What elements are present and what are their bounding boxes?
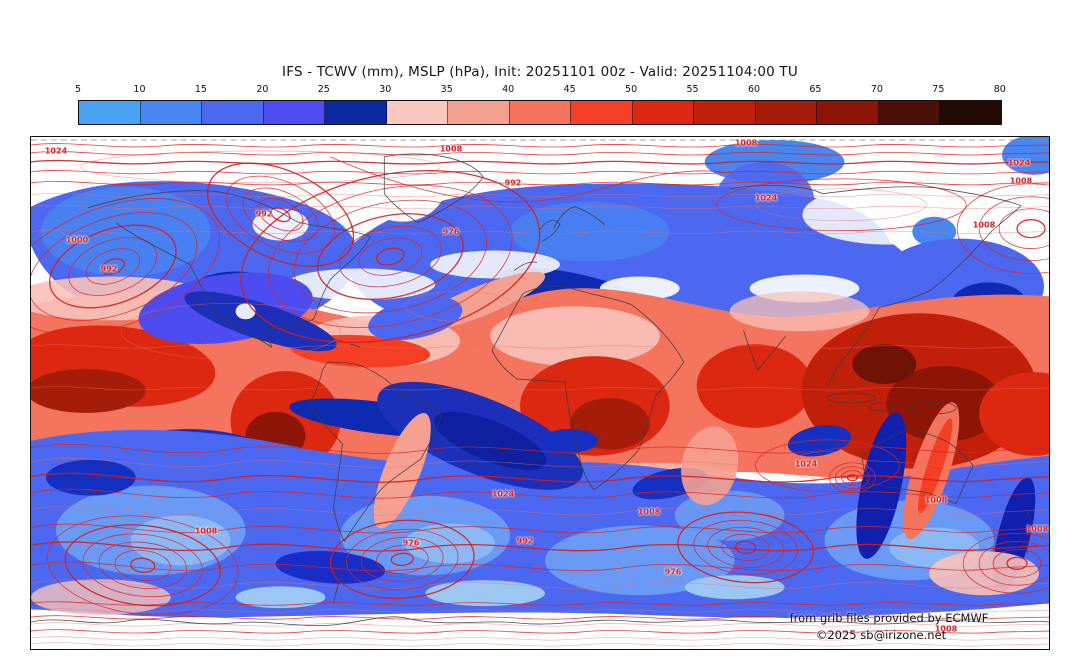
tick-label: 20: [256, 84, 269, 95]
tick-label: 65: [809, 84, 822, 95]
colorbar-segment: [817, 101, 879, 124]
page-title: IFS - TCWV (mm), MSLP (hPa), Init: 20251…: [282, 64, 798, 80]
pressure-label: 1008: [1025, 524, 1049, 534]
tick-label: 15: [194, 84, 207, 95]
colorbar-segment: [940, 101, 1001, 124]
world-map: 1024 1008 1008 1024 1008 1024 1008 992 9…: [30, 136, 1050, 650]
tick-label: 80: [993, 84, 1006, 95]
pressure-label: 1008: [637, 507, 661, 517]
pressure-label: 1024: [1007, 158, 1031, 168]
tick-label: 70: [870, 84, 883, 95]
tick-label: 60: [747, 84, 761, 95]
credit-copyright: ©2025 sb@irizone.net: [815, 628, 947, 642]
colorbar-segment: [140, 101, 203, 124]
pressure-label: 1008: [972, 220, 996, 230]
colorbar-segment: [79, 101, 141, 124]
tick-label: 30: [379, 84, 392, 95]
credit-ecmwf: from grib files provided by ECMWF: [789, 611, 989, 625]
pressure-label: 1024: [754, 193, 778, 203]
colorbar-segment: [571, 101, 633, 124]
pressure-label: 1000: [65, 235, 89, 245]
tick-label: 75: [932, 84, 945, 95]
colorbar-segment: [755, 101, 818, 124]
pressure-label: 992: [100, 264, 118, 274]
pressure-label: 976: [402, 538, 420, 548]
colorbar-segment: [263, 101, 326, 124]
colorbar-segment: [448, 101, 510, 124]
pressure-label: 1008: [934, 624, 958, 634]
colorbar-segment: [509, 101, 572, 124]
tcwv-colorbar: [78, 100, 1002, 125]
pressure-label: 1008: [924, 495, 948, 505]
world-map-svg: [31, 137, 1049, 649]
pressure-label: 1008: [734, 138, 758, 148]
tick-label: 45: [563, 84, 576, 95]
tick-label: 55: [686, 84, 699, 95]
colorbar-segment: [202, 101, 264, 124]
tick-label: 5: [74, 84, 82, 95]
pressure-label: 992: [504, 178, 522, 188]
tick-label: 10: [133, 84, 146, 95]
colorbar-ticks: 5 10 15 20 25 30 35 40 45 50 55 60 65 70…: [66, 84, 1012, 96]
pressure-label: 1024: [44, 146, 68, 156]
pressure-label: 976: [664, 567, 682, 577]
colorbar-segment: [878, 101, 941, 124]
colorbar-segment: [694, 101, 756, 124]
mslp-contours-layer: [31, 139, 1049, 647]
tick-label: 50: [625, 84, 638, 95]
pressure-label: 976: [442, 227, 460, 237]
colorbar-segment: [325, 101, 387, 124]
tick-label: 25: [317, 84, 330, 95]
pressure-label: 1024: [794, 459, 818, 469]
pressure-label: 992: [516, 536, 534, 546]
pressure-label: 992: [255, 209, 273, 219]
pressure-label: 1008: [194, 526, 218, 536]
pressure-label: 1024: [491, 489, 515, 499]
colorbar-segment: [632, 101, 695, 124]
pressure-label: 1008: [439, 144, 463, 154]
tick-label: 40: [502, 84, 515, 95]
colorbar-segment: [386, 101, 449, 124]
tick-label: 35: [440, 84, 453, 95]
coastlines-layer: [31, 153, 1049, 626]
pressure-label: 1008: [1009, 176, 1033, 186]
